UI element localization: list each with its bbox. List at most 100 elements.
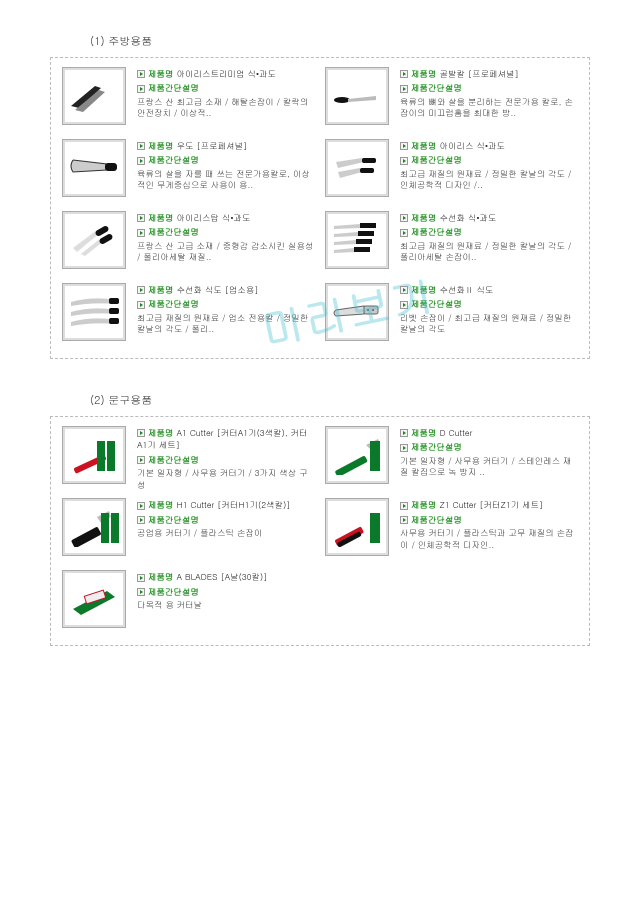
label-product-desc: 제품간단설명 [411, 298, 462, 310]
product-card-empty [320, 567, 583, 639]
bullet-icon [137, 588, 145, 596]
label-product-name: 제품명 [411, 499, 437, 511]
product-name: 우도 [프로페셔널] [177, 140, 248, 152]
bullet-icon [137, 516, 145, 524]
label-product-name: 제품명 [411, 284, 437, 296]
product-name: Z1 Cutter [커터Z1기 세트] [440, 499, 544, 511]
bullet-icon [137, 229, 145, 237]
label-product-name: 제품명 [148, 499, 174, 511]
bullet-icon [137, 574, 145, 582]
product-card: 제품명 A BLADES [A날(30칼)] 제품간단설명 다목적 용 커터날 [57, 567, 320, 639]
bullet-icon [137, 214, 145, 222]
product-desc: 사무용 커터기 / 플라스틱과 고무 재질의 손잡이 / 인체공학적 디자인.. [400, 528, 577, 551]
product-card: 제품명 아이리스트리미엄 식•과도 제품간단설명 프랑스 산 최고급 소재 / … [57, 64, 320, 136]
product-name: 수선화 식•과도 [440, 212, 497, 224]
label-product-desc: 제품간단설명 [148, 514, 199, 526]
product-name: A BLADES [A날(30칼)] [177, 571, 268, 583]
product-card: 제품명 Z1 Cutter [커터Z1기 세트] 제품간단설명 사무용 커터기 … [320, 495, 583, 567]
thumb-knife-4 [326, 140, 388, 196]
bullet-icon [137, 429, 145, 437]
product-name: H1 Cutter [커터H1기(2색칼)] [177, 499, 291, 511]
bullet-icon [137, 456, 145, 464]
product-name: 수선화 식도 [업소용] [177, 284, 259, 296]
label-product-name: 제품명 [148, 427, 174, 439]
label-product-name: 제품명 [411, 212, 437, 224]
product-name: 아이리스트리미엄 식•과도 [177, 68, 277, 80]
product-desc: 공업용 커터기 / 플라스틱 손잡이 [137, 528, 314, 539]
bullet-icon [400, 516, 408, 524]
product-card: 제품명 D Cutter 제품간단설명 기본 일자형 / 사무용 커터기 / 스… [320, 423, 583, 495]
thumb-knife-8 [326, 284, 388, 340]
page: (1) 주방용품 제품명 아이리스트리미엄 식•과도 제품간단설명 프랑스 산 … [0, 0, 640, 666]
label-product-desc: 제품간단설명 [148, 586, 199, 598]
product-desc: 기본 일자형 / 사무용 커터기 / 스테인레스 재질 칼집으로 녹 방지 .. [400, 456, 577, 479]
label-product-desc: 제품간단설명 [411, 514, 462, 526]
bullet-icon [137, 142, 145, 150]
label-product-name: 제품명 [148, 284, 174, 296]
grid-kitchen: 제품명 아이리스트리미엄 식•과도 제품간단설명 프랑스 산 최고급 소재 / … [50, 57, 590, 359]
label-product-desc: 제품간단설명 [411, 441, 462, 453]
bullet-icon [137, 85, 145, 93]
product-card: 제품명 수선화Ⅱ 식도 제품간단설명 리벳 손잡이 / 최고급 재질의 원재료 … [320, 280, 583, 352]
product-desc: 최고급 재질의 원재료 / 업소 전용칼 / 정밀한 칼날의 각도 / 폴리.. [137, 313, 314, 336]
bullet-icon [137, 301, 145, 309]
product-desc: 프랑스 산 최고급 소재 / 해탈손잡이 / 칼락의 안전장치 / 이상적.. [137, 97, 314, 120]
product-card: 제품명 H1 Cutter [커터H1기(2색칼)] 제품간단설명 공업용 커터… [57, 495, 320, 567]
bullet-icon [400, 429, 408, 437]
product-name: D Cutter [440, 427, 473, 439]
product-card: 제품명 아이리스탑 식•과도 제품간단설명 프랑스 산 고급 소재 / 중형감 … [57, 208, 320, 280]
thumb-cutter-3 [63, 499, 125, 555]
thumb-knife-7 [63, 284, 125, 340]
label-product-desc: 제품간단설명 [148, 298, 199, 310]
product-desc: 기본 일자형 / 사무용 커터기 / 3가지 색상 구성 [137, 468, 314, 491]
thumb-knife-5 [63, 212, 125, 268]
bullet-icon [137, 286, 145, 294]
thumb-knife-6 [326, 212, 388, 268]
label-product-name: 제품명 [148, 571, 174, 583]
thumb-cutter-4 [326, 499, 388, 555]
label-product-desc: 제품간단설명 [148, 454, 199, 466]
product-name: 아이리스탑 식•과도 [177, 212, 251, 224]
bullet-icon [400, 70, 408, 78]
bullet-icon [400, 85, 408, 93]
bullet-icon [400, 444, 408, 452]
bullet-icon [137, 70, 145, 78]
thumb-cutter-1 [63, 427, 125, 483]
product-name: 골발칼 [프로페셔널] [440, 68, 519, 80]
product-card: 제품명 골발칼 [프로페셔널] 제품간단설명 육류의 뼈와 살을 분리하는 전문… [320, 64, 583, 136]
label-product-desc: 제품간단설명 [148, 82, 199, 94]
label-product-name: 제품명 [411, 427, 437, 439]
label-product-name: 제품명 [148, 212, 174, 224]
product-name: 수선화Ⅱ 식도 [440, 284, 494, 296]
label-product-desc: 제품간단설명 [411, 226, 462, 238]
bullet-icon [137, 157, 145, 165]
thumb-cutter-5 [63, 571, 125, 627]
thumb-knife-2 [326, 68, 388, 124]
product-card: 제품명 아이리스 식•과도 제품간단설명 최고급 재질의 원재료 / 정밀한 칼… [320, 136, 583, 208]
bullet-icon [400, 142, 408, 150]
product-desc: 프랑스 산 고급 소재 / 중형감 감소시킨 실용성 / 폴리아세탈 재질.. [137, 241, 314, 264]
bullet-icon [400, 502, 408, 510]
bullet-icon [400, 286, 408, 294]
label-product-name: 제품명 [148, 140, 174, 152]
bullet-icon [400, 157, 408, 165]
bullet-icon [400, 229, 408, 237]
label-product-desc: 제품간단설명 [148, 226, 199, 238]
product-card: 제품명 A1 Cutter [커터A1기(3색칼), 커터A1기 세트] 제품간… [57, 423, 320, 495]
thumb-knife-1 [63, 68, 125, 124]
product-desc: 다목적 용 커터날 [137, 600, 314, 611]
bullet-icon [137, 502, 145, 510]
product-name: 아이리스 식•과도 [440, 140, 506, 152]
product-desc: 리벳 손잡이 / 최고급 재질의 원재료 / 정밀한 칼날의 각도 [400, 313, 577, 336]
section-title-1: (1) 주방용품 [90, 34, 590, 49]
label-product-desc: 제품간단설명 [411, 82, 462, 94]
grid-stationery: 제품명 A1 Cutter [커터A1기(3색칼), 커터A1기 세트] 제품간… [50, 416, 590, 646]
label-product-name: 제품명 [411, 68, 437, 80]
bullet-icon [400, 214, 408, 222]
product-card: 제품명 우도 [프로페셔널] 제품간단설명 육류의 살을 자를 때 쓰는 전문가… [57, 136, 320, 208]
label-product-desc: 제품간단설명 [148, 154, 199, 166]
bullet-icon [400, 301, 408, 309]
thumb-knife-3 [63, 140, 125, 196]
product-card: 제품명 수선화 식•과도 제품간단설명 최고급 재질의 원재료 / 정밀한 칼날… [320, 208, 583, 280]
product-desc: 최고급 재질의 원재료 / 정밀한 칼날의 각도 / 폴리아세탈 손잡이.. [400, 241, 577, 264]
